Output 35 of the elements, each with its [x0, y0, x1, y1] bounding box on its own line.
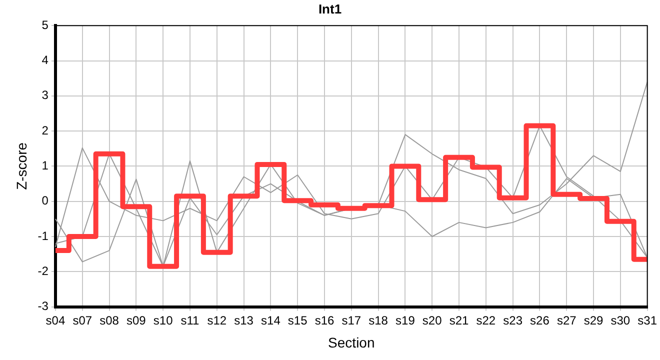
x-tick-label: s29	[584, 313, 604, 328]
x-tick-label: s12	[207, 313, 227, 328]
y-tick-label: -1	[38, 228, 49, 243]
x-tick-label: s31	[638, 313, 658, 328]
x-tick-label: s19	[396, 313, 416, 328]
x-tick-label: s11	[180, 313, 200, 328]
x-tick-label: s08	[100, 313, 120, 328]
y-tick-label: 0	[42, 194, 49, 208]
x-tick-label: s13	[234, 313, 254, 328]
x-tick-label: s21	[449, 313, 469, 328]
x-tick-label: s26	[530, 313, 550, 328]
y-tick-label: 5	[42, 18, 49, 32]
x-tick-label: s30	[610, 313, 630, 328]
x-axis-title: Section	[328, 334, 375, 350]
y-tick-label: 4	[42, 53, 49, 68]
x-tick-label: s18	[368, 313, 388, 328]
x-tick-label: s20	[422, 313, 442, 328]
x-tick-label: s09	[126, 313, 146, 328]
x-tick-label: s22	[476, 313, 496, 328]
x-tick-label: s04	[46, 313, 66, 328]
y-tick-label: 1	[42, 158, 49, 173]
y-tick-label: -2	[38, 264, 49, 278]
chart-title: Int1	[318, 1, 342, 16]
y-tick-label: 2	[42, 123, 49, 138]
x-tick-label: s10	[153, 313, 174, 328]
x-tick-label: s27	[556, 313, 577, 328]
x-tick-label: s23	[503, 313, 523, 328]
x-tick-label: s14	[261, 313, 281, 328]
y-axis-title: Z-score	[13, 142, 30, 190]
x-tick-label: s16	[314, 313, 334, 328]
y-tick-label: 3	[42, 88, 49, 102]
y-tick-label: -3	[38, 299, 49, 314]
x-tick-label: s15	[288, 313, 308, 328]
x-tick-label: s17	[342, 313, 362, 328]
x-tick-label: s07	[72, 313, 92, 328]
